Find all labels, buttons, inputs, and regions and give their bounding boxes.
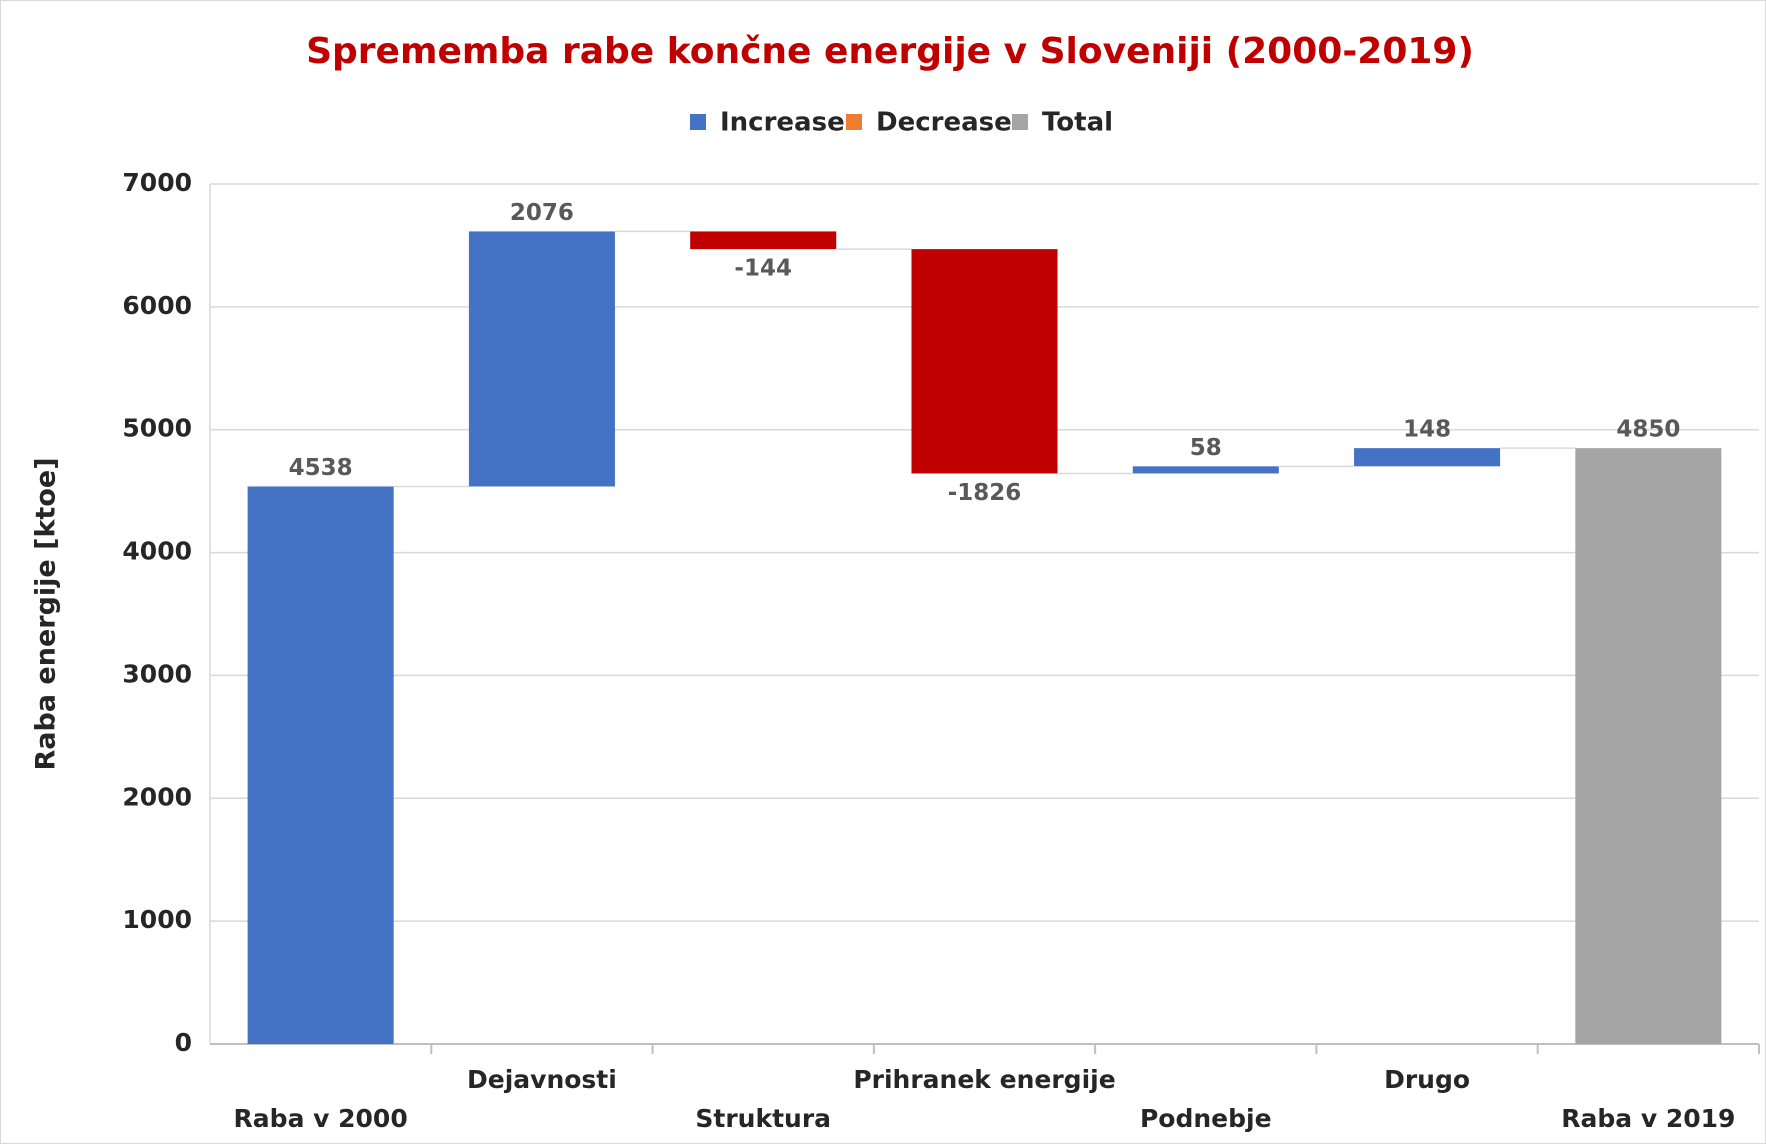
value-label: 58 (1190, 435, 1222, 461)
bar (1575, 448, 1722, 1045)
value-label: 2076 (510, 200, 574, 226)
bar (690, 231, 837, 250)
y-tick-label: 3000 (122, 659, 192, 688)
y-tick-label: 5000 (122, 414, 192, 443)
legend-swatch (690, 114, 706, 130)
x-tick-label: Raba v 2019 (1561, 1104, 1735, 1133)
value-label: -1826 (948, 480, 1022, 506)
x-tick-label: Dejavnosti (467, 1065, 617, 1094)
legend-swatch (846, 114, 862, 130)
bar (1354, 448, 1501, 467)
bar (1132, 466, 1279, 474)
value-label: 4850 (1616, 417, 1680, 443)
legend-label: Decrease (876, 108, 1012, 138)
y-tick-label: 6000 (122, 291, 192, 320)
y-tick-label: 1000 (122, 905, 192, 934)
bar (468, 231, 615, 487)
y-axis-label: Raba energije [ktoe] (31, 457, 62, 770)
x-tick-label: Struktura (695, 1104, 831, 1133)
y-tick-label: 7000 (122, 168, 192, 197)
y-tick-label: 2000 (122, 782, 192, 811)
bar (247, 486, 394, 1045)
value-label: -144 (734, 256, 792, 282)
chart-title: Sprememba rabe končne energije v Sloveni… (306, 31, 1474, 72)
y-tick-label: 4000 (122, 537, 192, 566)
legend-label: Total (1042, 108, 1113, 138)
x-tick-label: Prihranek energije (853, 1065, 1115, 1094)
value-label: 4538 (289, 455, 353, 481)
bar (911, 249, 1058, 474)
x-tick-label: Raba v 2000 (234, 1104, 408, 1133)
legend-label: Increase (720, 108, 845, 138)
x-tick-label: Drugo (1384, 1065, 1470, 1094)
y-tick-label: 0 (175, 1028, 192, 1057)
value-label: 148 (1403, 417, 1451, 443)
legend-swatch (1012, 114, 1028, 130)
x-tick-label: Podnebje (1140, 1104, 1272, 1133)
